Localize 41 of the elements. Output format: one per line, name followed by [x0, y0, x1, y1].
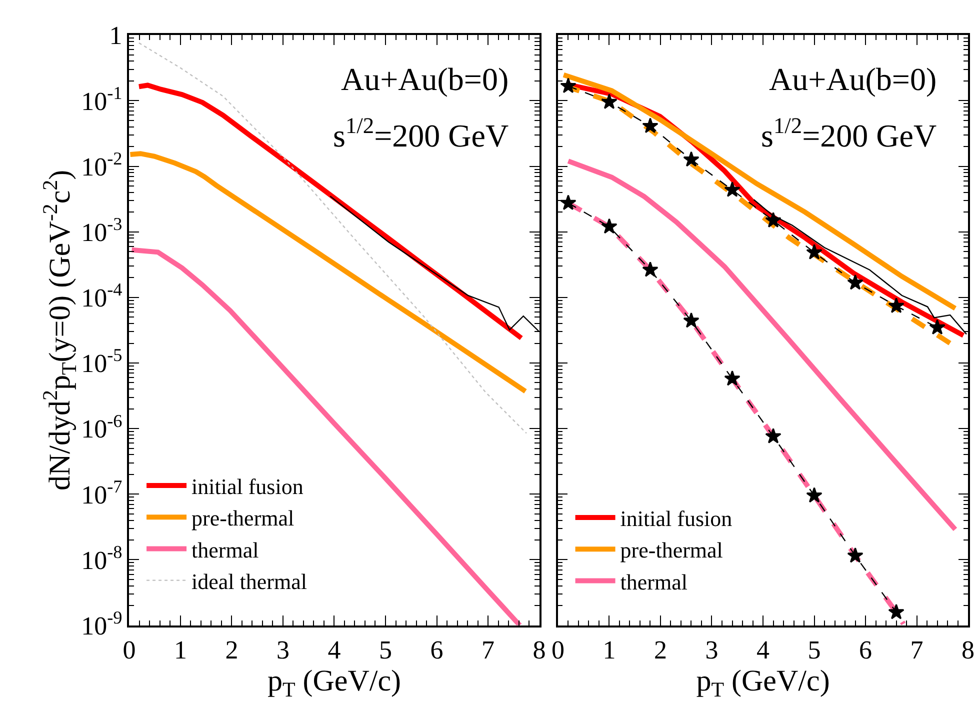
- x-tick-label: 2: [654, 635, 667, 664]
- legend-label: initial fusion: [192, 474, 304, 500]
- y-tick-label: 10$^{-1}$: [81, 82, 122, 116]
- x-tick-label: 4: [328, 635, 341, 664]
- x-tick-label: 8: [532, 635, 546, 664]
- x-tick-label: 6: [859, 635, 872, 664]
- legend-label: pre-thermal: [192, 506, 294, 531]
- x-tick-label: 6: [430, 635, 444, 664]
- y-tick-label: 10$^{-8}$: [81, 542, 122, 575]
- y-tick-label: 10$^{-4}$: [81, 280, 122, 313]
- x-axis-title: p$_{T}$ (GeV/c): [267, 664, 402, 702]
- y-tick-label: 10$^{-7}$: [81, 476, 122, 510]
- x-tick-label: 3: [705, 635, 718, 664]
- y-tick-label: 10$^{-5}$: [81, 345, 122, 378]
- x-tick-label: 8: [962, 635, 975, 664]
- annotation: s$^{1/2}$=200 GeV: [333, 113, 509, 154]
- y-tick-label: 10$^{-6}$: [81, 410, 122, 444]
- x-axis-title: p$_{T}$ (GeV/c): [696, 664, 830, 702]
- x-tick-label: 5: [808, 635, 821, 664]
- annotation: Au+Au(b=0): [341, 61, 509, 97]
- legend-label: thermal: [192, 537, 259, 562]
- legend-label: ideal thermal: [192, 568, 307, 594]
- y-tick-label: 10$^{-3}$: [81, 214, 122, 247]
- x-tick-label: 3: [276, 635, 290, 664]
- x-tick-label: 1: [174, 635, 187, 664]
- annotation: Au+Au(b=0): [769, 61, 937, 97]
- legend-label: initial fusion: [620, 506, 732, 532]
- annotation: s$^{1/2}$=200 GeV: [761, 113, 937, 154]
- x-tick-label: 0: [122, 635, 136, 664]
- y-tick-label: 1: [109, 21, 122, 50]
- x-tick-label: 7: [910, 635, 924, 664]
- x-tick-label: 7: [482, 635, 495, 664]
- y-tick-label: 10$^{-2}$: [81, 148, 122, 182]
- x-tick-label: 4: [756, 635, 770, 664]
- y-tick-label: 10$^{-9}$: [81, 607, 122, 640]
- legend-label: thermal: [620, 569, 688, 594]
- x-tick-label: 5: [378, 635, 392, 664]
- x-tick-label: 2: [225, 635, 238, 664]
- x-tick-label: 1: [602, 635, 616, 664]
- legend-label: pre-thermal: [620, 538, 723, 563]
- x-tick-label: 0: [551, 635, 564, 664]
